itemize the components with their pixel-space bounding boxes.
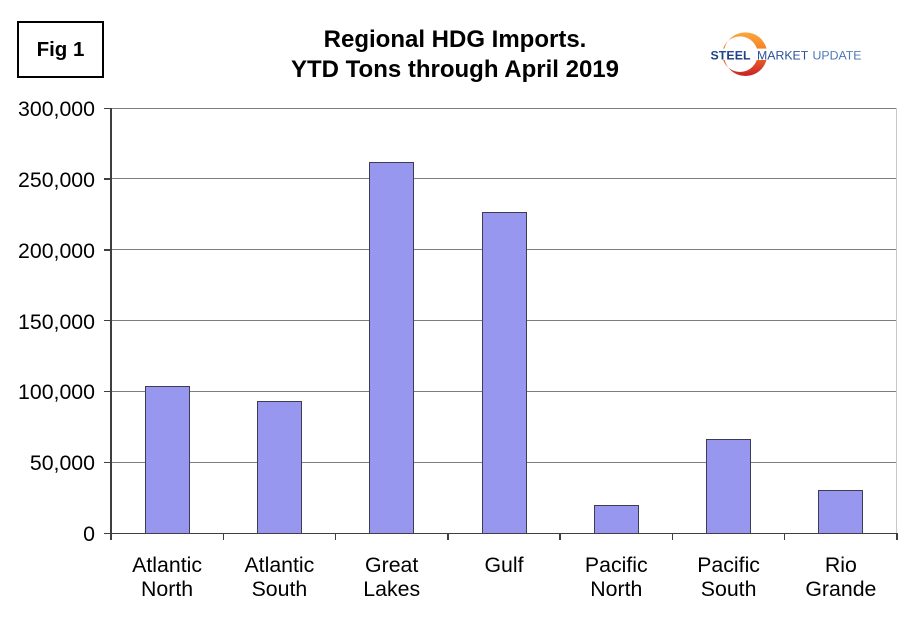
svg-text:MARKET: MARKET (757, 48, 809, 62)
svg-text:STEEL: STEEL (711, 48, 752, 62)
svg-text:UPDATE: UPDATE (813, 48, 862, 62)
